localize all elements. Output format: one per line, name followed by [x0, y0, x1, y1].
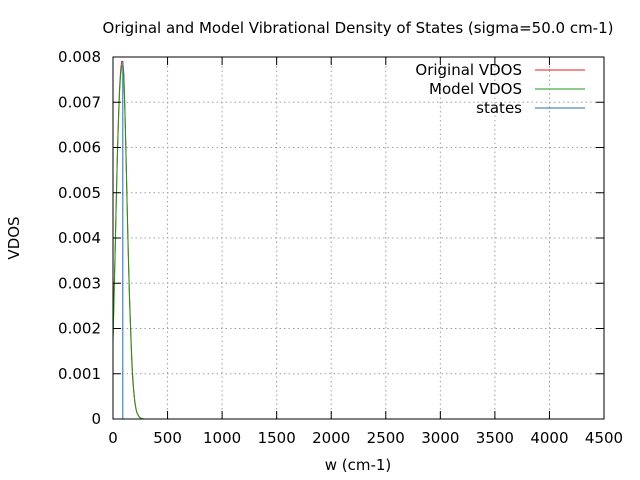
y-tick-label: 0	[91, 410, 101, 428]
y-tick-label: 0.004	[58, 229, 101, 247]
series-layer	[112, 61, 146, 420]
y-tick-label: 0.008	[58, 48, 101, 66]
chart-title: Original and Model Vibrational Density o…	[103, 19, 614, 37]
y-axis-label: VDOS	[5, 216, 23, 259]
y-tick-label: 0.006	[58, 139, 101, 157]
x-tick-labels: 0 500 1000 1500 2000 2500 3000 3500 4000 4500	[108, 429, 623, 447]
x-tick-label: 2000	[312, 429, 350, 447]
plot-frame	[112, 56, 605, 420]
legend-label-states: states	[476, 99, 522, 117]
x-tick-label: 1000	[203, 429, 241, 447]
original-vdos-line	[112, 61, 146, 420]
y-tick-label: 0.005	[58, 184, 101, 202]
x-axis-label: w (cm-1)	[325, 456, 392, 474]
x-tick-label: 3500	[476, 429, 514, 447]
x-tick-label: 3000	[421, 429, 459, 447]
x-tick-label: 4500	[585, 429, 623, 447]
y-tick-label: 0.003	[58, 274, 101, 292]
ticks	[112, 56, 605, 420]
y-tick-label: 0.001	[58, 365, 101, 383]
x-tick-label: 500	[153, 429, 182, 447]
legend-label-original-vdos: Original VDOS	[415, 61, 522, 79]
grid	[113, 57, 604, 419]
legend-label-model-vdos: Model VDOS	[429, 80, 522, 98]
x-tick-label: 1500	[258, 429, 296, 447]
x-tick-label: 4000	[530, 429, 568, 447]
y-tick-label: 0.002	[58, 320, 101, 338]
y-tick-label: 0.007	[58, 93, 101, 111]
x-tick-label: 2500	[367, 429, 405, 447]
y-tick-labels: 0 0.001 0.002 0.003 0.004 0.005 0.006 0.007 0.00…	[58, 48, 101, 428]
model-vdos-line	[112, 65, 146, 420]
x-tick-label: 0	[108, 429, 118, 447]
